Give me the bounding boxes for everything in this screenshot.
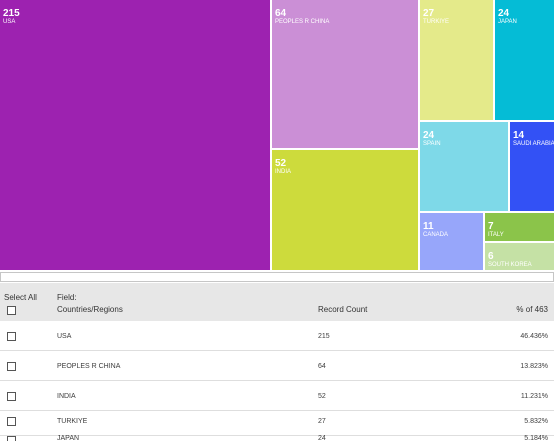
table-header: Select All Field: Countries/Regions Reco… xyxy=(0,283,554,321)
select-all-checkbox[interactable] xyxy=(7,306,16,315)
row-checkbox[interactable] xyxy=(7,332,16,341)
percent-header: % of 463 xyxy=(516,305,548,314)
tile-value: 64 xyxy=(275,8,287,19)
count-cell: 52 xyxy=(318,393,326,400)
treemap-tile-canada[interactable]: 11 CANADA xyxy=(420,213,483,270)
tile-value: 11 xyxy=(423,221,434,232)
percent-cell: 13.823% xyxy=(520,363,548,370)
treemap-tile-spain[interactable]: 24 SPAIN xyxy=(420,122,508,211)
percent-cell: 5.184% xyxy=(524,435,548,442)
treemap-tile-italy[interactable]: 7 ITALY xyxy=(485,213,554,241)
treemap-tile-india[interactable]: 52 INDIA xyxy=(272,150,418,270)
field-name: Countries/Regions xyxy=(57,305,123,314)
count-cell: 215 xyxy=(318,333,330,340)
treemap-tile-japan[interactable]: 24 JAPAN xyxy=(495,0,554,120)
horizontal-scrollbar[interactable] xyxy=(0,272,554,282)
percent-cell: 5.832% xyxy=(524,418,548,425)
tile-value: 24 xyxy=(498,8,510,19)
table-row: INDIA 52 11.231% xyxy=(0,381,554,411)
treemap-tile-turkiye[interactable]: 27 TURKIYE xyxy=(420,0,493,120)
country-cell: TURKIYE xyxy=(57,418,88,425)
tile-label: TURKIYE xyxy=(423,19,450,25)
count-cell: 64 xyxy=(318,363,326,370)
percent-cell: 11.231% xyxy=(520,393,548,400)
tile-label: INDIA xyxy=(275,169,292,175)
tile-value: 27 xyxy=(423,8,435,19)
percent-cell: 46.436% xyxy=(520,333,548,340)
tile-label: JAPAN xyxy=(498,19,517,25)
row-checkbox[interactable] xyxy=(7,392,16,401)
tile-label: SOUTH KOREA xyxy=(488,262,532,268)
row-checkbox[interactable] xyxy=(7,362,16,371)
tile-value: 7 xyxy=(488,221,494,232)
table-row: TURKIYE 27 5.832% xyxy=(0,411,554,436)
country-cell: USA xyxy=(57,333,72,340)
tile-value: 215 xyxy=(3,8,20,19)
row-checkbox[interactable] xyxy=(7,417,16,426)
tile-value: 14 xyxy=(513,130,525,141)
field-label: Field: xyxy=(57,293,77,302)
country-cell: JAPAN xyxy=(57,435,80,442)
tile-label: USA xyxy=(3,19,16,25)
tile-value: 52 xyxy=(275,158,287,169)
record-count-header: Record Count xyxy=(318,305,368,314)
count-cell: 27 xyxy=(318,418,326,425)
table-row: USA 215 46.436% xyxy=(0,321,554,351)
tile-label: SPAIN xyxy=(423,141,441,147)
table-row: PEOPLES R CHINA 64 13.823% xyxy=(0,351,554,381)
tile-label: PEOPLES R CHINA xyxy=(275,19,330,25)
country-cell: PEOPLES R CHINA xyxy=(57,363,121,370)
table-row: JAPAN 24 5.184% xyxy=(0,435,554,443)
country-cell: INDIA xyxy=(57,393,76,400)
select-all-label: Select All xyxy=(4,293,37,302)
tile-value: 24 xyxy=(423,130,435,141)
treemap-tile-usa[interactable]: 215 USA xyxy=(0,0,270,270)
tile-value: 6 xyxy=(488,251,494,262)
treemap-chart: 215 USA 64 PEOPLES R CHINA 52 INDIA 27 TURKIYE 2… xyxy=(0,0,554,270)
treemap-tile-saudi-arabia[interactable]: 14 SAUDI ARABIA xyxy=(510,122,554,211)
row-checkbox[interactable] xyxy=(7,436,16,441)
treemap-tile-south-korea[interactable]: 6 SOUTH KOREA xyxy=(485,243,554,270)
tile-label: ITALY xyxy=(488,232,504,238)
count-cell: 24 xyxy=(318,435,326,442)
tile-label: CANADA xyxy=(423,232,449,238)
tile-label: SAUDI ARABIA xyxy=(513,141,554,147)
treemap-tile-peoples-r-china[interactable]: 64 PEOPLES R CHINA xyxy=(272,0,418,148)
